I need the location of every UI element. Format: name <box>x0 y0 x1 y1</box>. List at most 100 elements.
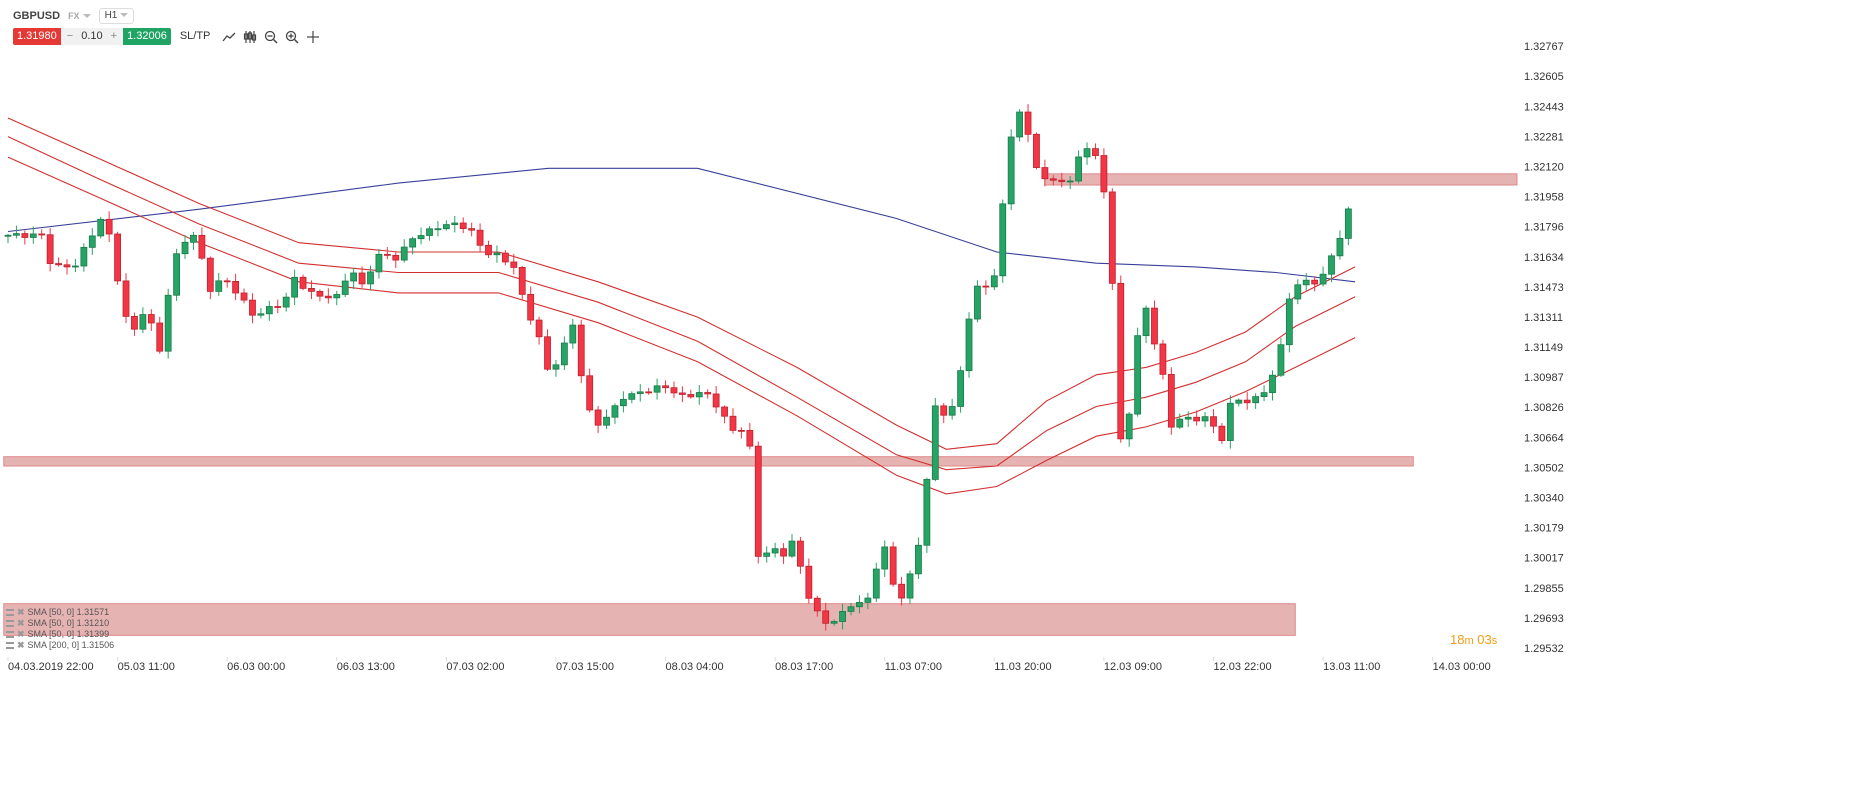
bearish-candle <box>316 290 324 297</box>
bearish-candle <box>1033 133 1040 168</box>
bearish-candle <box>813 597 821 612</box>
chevron-down-icon <box>120 13 129 18</box>
bearish-candle <box>535 319 543 338</box>
price-axis-label: 1.32120 <box>1524 161 1564 173</box>
bullish-candle <box>948 406 956 416</box>
bearish-candle <box>729 415 737 431</box>
bullish-candle <box>282 296 290 308</box>
buy-button[interactable]: 1.32006 <box>123 28 171 45</box>
bullish-candle <box>1235 399 1243 404</box>
bullish-candle <box>13 233 20 236</box>
price-axis-label: 1.29693 <box>1524 613 1564 625</box>
bearish-candle <box>46 234 54 264</box>
bearish-candle <box>485 244 492 256</box>
timeframe-selector[interactable]: H1 <box>98 8 135 24</box>
settings-icon[interactable] <box>6 642 14 649</box>
price-axis-label: 1.29532 <box>1524 643 1564 655</box>
close-icon[interactable]: ✖ <box>17 629 25 639</box>
zoom-in-icon[interactable] <box>285 30 299 44</box>
close-icon[interactable]: ✖ <box>17 618 25 628</box>
line-chart-icon[interactable] <box>222 30 236 44</box>
legend-item[interactable]: ✖ SMA [50, 0] 1.31571 <box>6 607 114 618</box>
bullish-candle <box>181 241 189 255</box>
bearish-candle <box>55 263 62 266</box>
bullish-candle <box>923 479 931 546</box>
sltp-button[interactable]: SL/TP <box>179 30 211 42</box>
sma-line <box>7 136 1356 471</box>
bearish-candle <box>679 392 686 395</box>
bearish-candle <box>1167 373 1175 428</box>
bearish-candle <box>1100 155 1108 193</box>
bullish-candle <box>1328 255 1335 275</box>
bullish-candle <box>215 280 223 292</box>
bullish-candle <box>1007 136 1015 205</box>
bullish-candle <box>856 602 863 608</box>
bearish-candle <box>1218 425 1226 441</box>
bearish-candle <box>476 229 484 246</box>
legend-item[interactable]: ✖ SMA [50, 0] 1.31399 <box>6 629 114 640</box>
bearish-candle <box>1108 191 1116 284</box>
bullish-candle <box>341 280 349 295</box>
instrument-header: GBPUSD FX H1 <box>13 7 135 25</box>
settings-icon[interactable] <box>6 620 14 627</box>
time-axis-label: 04.03.2019 22:00 <box>8 661 94 673</box>
bullish-candle <box>931 405 939 480</box>
bullish-candle <box>1344 208 1352 239</box>
bullish-candle <box>1294 284 1302 300</box>
symbol-label[interactable]: GBPUSD <box>13 10 61 22</box>
bullish-candle <box>29 233 37 238</box>
bullish-candle <box>1016 111 1023 138</box>
legend-item[interactable]: ✖ SMA [50, 0] 1.31210 <box>6 618 114 629</box>
price-axis-label: 1.31473 <box>1524 282 1564 294</box>
close-icon[interactable]: ✖ <box>17 607 25 617</box>
bullish-candle <box>265 306 273 315</box>
bearish-candle <box>206 257 214 292</box>
bearish-candle <box>982 285 990 288</box>
bullish-candle <box>965 318 973 372</box>
bullish-candle <box>333 294 341 299</box>
settings-icon[interactable] <box>6 609 14 616</box>
bearish-candle <box>518 266 526 295</box>
price-axis-label: 1.30340 <box>1524 493 1564 505</box>
bullish-candle <box>1302 279 1310 286</box>
close-icon[interactable]: ✖ <box>17 640 25 650</box>
volume-stepper[interactable]: − 0.10 + <box>60 28 124 45</box>
bullish-candle <box>830 621 838 624</box>
bullish-candle <box>1319 273 1327 285</box>
volume-value[interactable]: 0.10 <box>81 30 103 42</box>
bearish-candle <box>889 546 897 585</box>
settings-icon[interactable] <box>6 631 14 638</box>
zoom-out-icon[interactable] <box>264 30 278 44</box>
bearish-candle <box>577 324 585 377</box>
bearish-candle <box>586 375 594 411</box>
volume-decrease-button[interactable]: − <box>66 30 74 42</box>
price-axis-label: 1.32443 <box>1524 101 1564 113</box>
time-axis-label: 07.03 15:00 <box>556 661 614 673</box>
bearish-candle <box>754 445 762 557</box>
price-axis-label: 1.32605 <box>1524 71 1564 83</box>
bearish-candle <box>383 253 391 256</box>
crosshair-icon[interactable] <box>306 30 320 44</box>
bullish-candle <box>763 552 771 557</box>
volume-increase-button[interactable]: + <box>110 30 118 42</box>
bullish-candle <box>619 398 627 407</box>
bullish-candle <box>864 597 872 603</box>
bearish-candle <box>223 280 231 283</box>
sma-line <box>7 156 1356 495</box>
bullish-candle <box>493 252 501 256</box>
candle-type-icon[interactable] <box>243 30 257 44</box>
bullish-candle <box>1066 180 1074 183</box>
bullish-candle <box>569 324 577 344</box>
bearish-candle <box>249 299 256 316</box>
bullish-candle <box>400 246 408 261</box>
price-axis-label: 1.32281 <box>1524 131 1564 143</box>
bullish-candle <box>1252 396 1260 404</box>
bearish-candle <box>156 322 164 352</box>
time-axis-label: 06.03 00:00 <box>227 661 285 673</box>
market-selector[interactable]: FX <box>68 10 91 22</box>
trade-bar: 1.31980 − 0.10 + 1.32006 SL/TP <box>13 28 320 45</box>
sell-button[interactable]: 1.31980 <box>13 28 61 45</box>
bullish-candle <box>1134 335 1142 415</box>
legend-item[interactable]: ✖ SMA [200, 0] 1.31506 <box>6 640 114 651</box>
